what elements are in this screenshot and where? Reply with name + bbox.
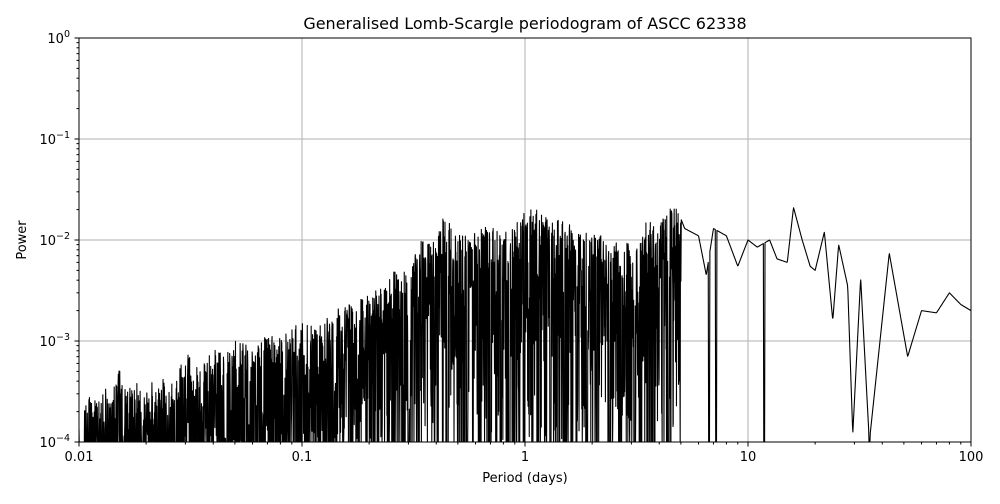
x-tick-label: 0.01 [65, 450, 94, 465]
y-tick-label: 100 [47, 29, 70, 47]
x-tick-label: 100 [959, 450, 984, 465]
data-layer [79, 207, 971, 442]
x-tick-label: 10 [740, 450, 757, 465]
y-tick-label: 10−3 [39, 332, 70, 350]
y-tick-label: 10−4 [39, 433, 70, 451]
x-tick-label: 1 [521, 450, 529, 465]
y-tick-label: 10−1 [39, 130, 70, 148]
y-axis-label: Power [15, 220, 30, 260]
tick-layer: 0.01 0.1 1 10 100 10−4 10−3 10−2 10−1 100 [39, 29, 983, 465]
x-axis-label: Period (days) [482, 471, 568, 486]
y-tick-label: 10−2 [39, 231, 70, 249]
x-tick-label: 0.1 [292, 450, 313, 465]
chart-title: Generalised Lomb-Scargle periodogram of … [303, 14, 746, 33]
series-line [79, 207, 971, 442]
